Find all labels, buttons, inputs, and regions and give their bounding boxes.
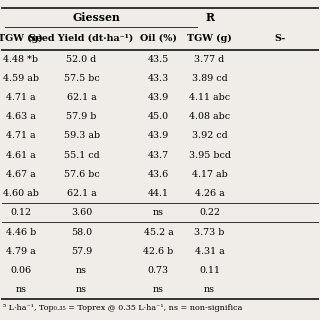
Text: TGW (g): TGW (g) — [0, 34, 43, 43]
Text: 43.3: 43.3 — [148, 74, 169, 83]
Text: S-: S- — [275, 34, 285, 43]
Text: 58.0: 58.0 — [71, 228, 92, 236]
Text: 3.95 bcd: 3.95 bcd — [188, 151, 231, 160]
Text: Seed Yield (dt·ha⁻¹): Seed Yield (dt·ha⁻¹) — [29, 34, 134, 43]
Text: ns: ns — [153, 285, 164, 294]
Text: 3.89 cd: 3.89 cd — [192, 74, 228, 83]
Text: Oil (%): Oil (%) — [140, 34, 177, 43]
Text: 4.11 abc: 4.11 abc — [189, 93, 230, 102]
Text: 4.61 a: 4.61 a — [6, 151, 36, 160]
Text: 55.1 cd: 55.1 cd — [64, 151, 100, 160]
Text: 59.3 ab: 59.3 ab — [64, 132, 100, 140]
Text: 3.73 b: 3.73 b — [195, 228, 225, 236]
Text: 62.1 a: 62.1 a — [67, 93, 96, 102]
Text: ns: ns — [15, 285, 26, 294]
Text: 57.6 bc: 57.6 bc — [64, 170, 100, 179]
Text: 0.12: 0.12 — [10, 208, 31, 217]
Text: 4.48 *b: 4.48 *b — [3, 55, 38, 64]
Text: 52.0 d: 52.0 d — [67, 55, 97, 64]
Text: TGW (g): TGW (g) — [187, 34, 232, 43]
Text: 4.59 ab: 4.59 ab — [3, 74, 39, 83]
Text: 57.5 bc: 57.5 bc — [64, 74, 100, 83]
Text: Giessen: Giessen — [72, 12, 120, 23]
Text: 45.2 a: 45.2 a — [144, 228, 173, 236]
Text: 43.7: 43.7 — [148, 151, 169, 160]
Text: 3.92 cd: 3.92 cd — [192, 132, 228, 140]
Text: ns: ns — [204, 285, 215, 294]
Text: 57.9: 57.9 — [71, 247, 92, 256]
Text: 4.63 a: 4.63 a — [6, 112, 36, 121]
Text: 43.9: 43.9 — [148, 132, 169, 140]
Text: 4.71 a: 4.71 a — [6, 93, 36, 102]
Text: 43.5: 43.5 — [148, 55, 169, 64]
Text: 0.06: 0.06 — [10, 266, 31, 275]
Text: 4.08 abc: 4.08 abc — [189, 112, 230, 121]
Text: 0.22: 0.22 — [199, 208, 220, 217]
Text: 62.1 a: 62.1 a — [67, 189, 96, 198]
Text: 3.60: 3.60 — [71, 208, 92, 217]
Text: 43.6: 43.6 — [148, 170, 169, 179]
Text: 43.9: 43.9 — [148, 93, 169, 102]
Text: 0.73: 0.73 — [148, 266, 169, 275]
Text: R: R — [205, 12, 214, 23]
Text: ⁵ L·ha⁻¹, Top₀.₃₅ = Toprex @ 0.35 L·ha⁻¹, ns = non-significa: ⁵ L·ha⁻¹, Top₀.₃₅ = Toprex @ 0.35 L·ha⁻¹… — [3, 304, 243, 312]
Text: 4.31 a: 4.31 a — [195, 247, 224, 256]
Text: 4.26 a: 4.26 a — [195, 189, 224, 198]
Text: 3.77 d: 3.77 d — [195, 55, 225, 64]
Text: 4.60 ab: 4.60 ab — [3, 189, 39, 198]
Text: 4.46 b: 4.46 b — [6, 228, 36, 236]
Text: ns: ns — [76, 285, 87, 294]
Text: ns: ns — [153, 208, 164, 217]
Text: 4.71 a: 4.71 a — [6, 132, 36, 140]
Text: 44.1: 44.1 — [148, 189, 169, 198]
Text: 4.17 ab: 4.17 ab — [192, 170, 228, 179]
Text: ns: ns — [76, 266, 87, 275]
Text: 45.0: 45.0 — [148, 112, 169, 121]
Text: 0.11: 0.11 — [199, 266, 220, 275]
Text: 4.79 a: 4.79 a — [6, 247, 36, 256]
Text: 4.67 a: 4.67 a — [6, 170, 36, 179]
Text: 42.6 b: 42.6 b — [143, 247, 173, 256]
Text: 57.9 b: 57.9 b — [67, 112, 97, 121]
